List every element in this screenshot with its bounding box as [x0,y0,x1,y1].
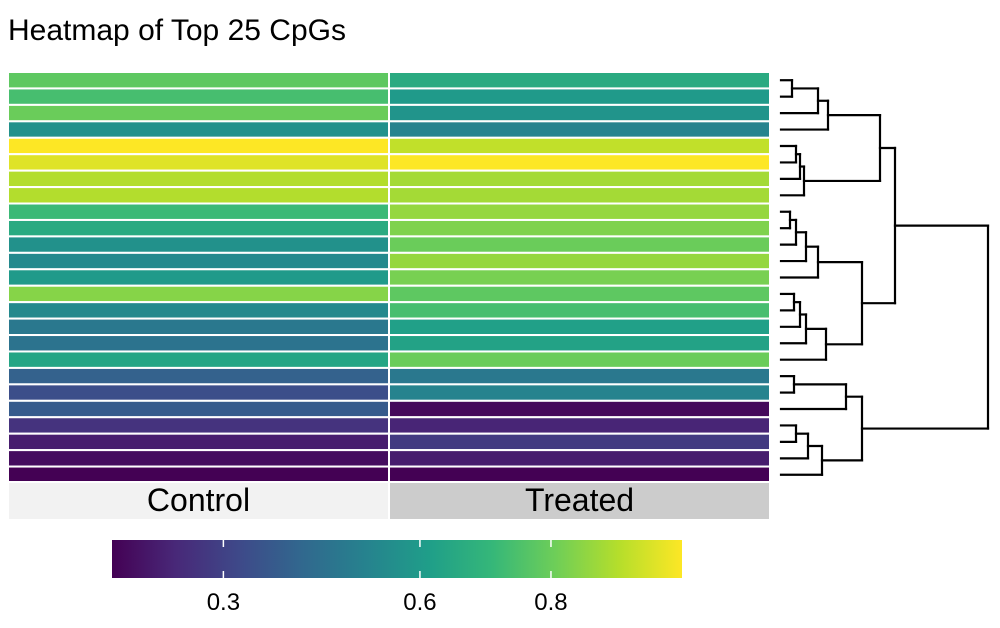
heatmap-cell [7,235,390,254]
heatmap-cell [388,350,771,369]
heatmap-cell [388,251,771,271]
heatmap-cell [7,136,390,156]
heatmap-cells [7,71,771,484]
heatmap-cell [7,416,390,435]
heatmap-cell [388,284,771,304]
heatmap-cell [7,399,390,419]
heatmap-cell [388,103,771,123]
heatmap-cell [388,186,771,205]
heatmap-cell [7,366,390,386]
chart-title: Heatmap of Top 25 CpGs [8,14,346,47]
heatmap-cell [388,301,771,320]
group-label-treated: Treated [525,482,634,518]
heatmap-cell [7,350,390,369]
colorbar-tick-label: 0.8 [534,589,567,616]
heatmap-cell [388,334,771,353]
group-bar-treated [388,481,771,521]
heatmap-cell [7,120,390,139]
colorbar-tick-label: 0.6 [403,589,436,616]
group-label-control: Control [147,482,250,518]
heatmap-cell [388,218,771,238]
heatmap-cell [388,268,771,287]
heatmap-cell [388,87,771,106]
heatmap-cell [7,465,390,484]
heatmap-cell [388,153,771,172]
heatmap-cell [7,103,390,123]
heatmap-cell [7,71,390,90]
heatmap-cell [388,383,771,402]
heatmap-cell [388,416,771,435]
colorbar: 0.3 0.6 0.8 [112,540,682,616]
heatmap-cell [7,317,390,337]
heatmap-cell [7,383,390,402]
heatmap-cell [388,71,771,90]
heatmap-cell [388,120,771,139]
heatmap-cell [388,449,771,468]
heatmap-cell [7,301,390,320]
heatmap-cell [7,87,390,106]
heatmap-cell [388,399,771,419]
heatmap-cell [7,251,390,271]
heatmap-cell [388,317,771,337]
heatmap-cell [7,432,390,452]
heatmap-cell [7,268,390,287]
row-dendrogram [779,79,990,476]
heatmap-cell [7,334,390,353]
group-bar-control [7,481,390,521]
heatmap-cell [7,284,390,304]
group-annotation-bar: Control Treated [7,481,771,521]
heatmap-cell [7,449,390,468]
heatmap-cell [7,186,390,205]
heatmap-cell [7,202,390,221]
heatmap-cell [388,235,771,254]
heatmap-cell [388,432,771,452]
heatmap-cell [7,153,390,172]
heatmap-cell [7,218,390,238]
heatmap-cell [388,465,771,484]
colorbar-gradient [112,540,682,578]
heatmap-cell [388,136,771,156]
colorbar-tick-label: 0.3 [207,589,240,616]
heatmap-cell [388,169,771,189]
heatmap-cell [7,169,390,189]
heatmap-cell [388,202,771,221]
heatmap-cell [388,366,771,386]
